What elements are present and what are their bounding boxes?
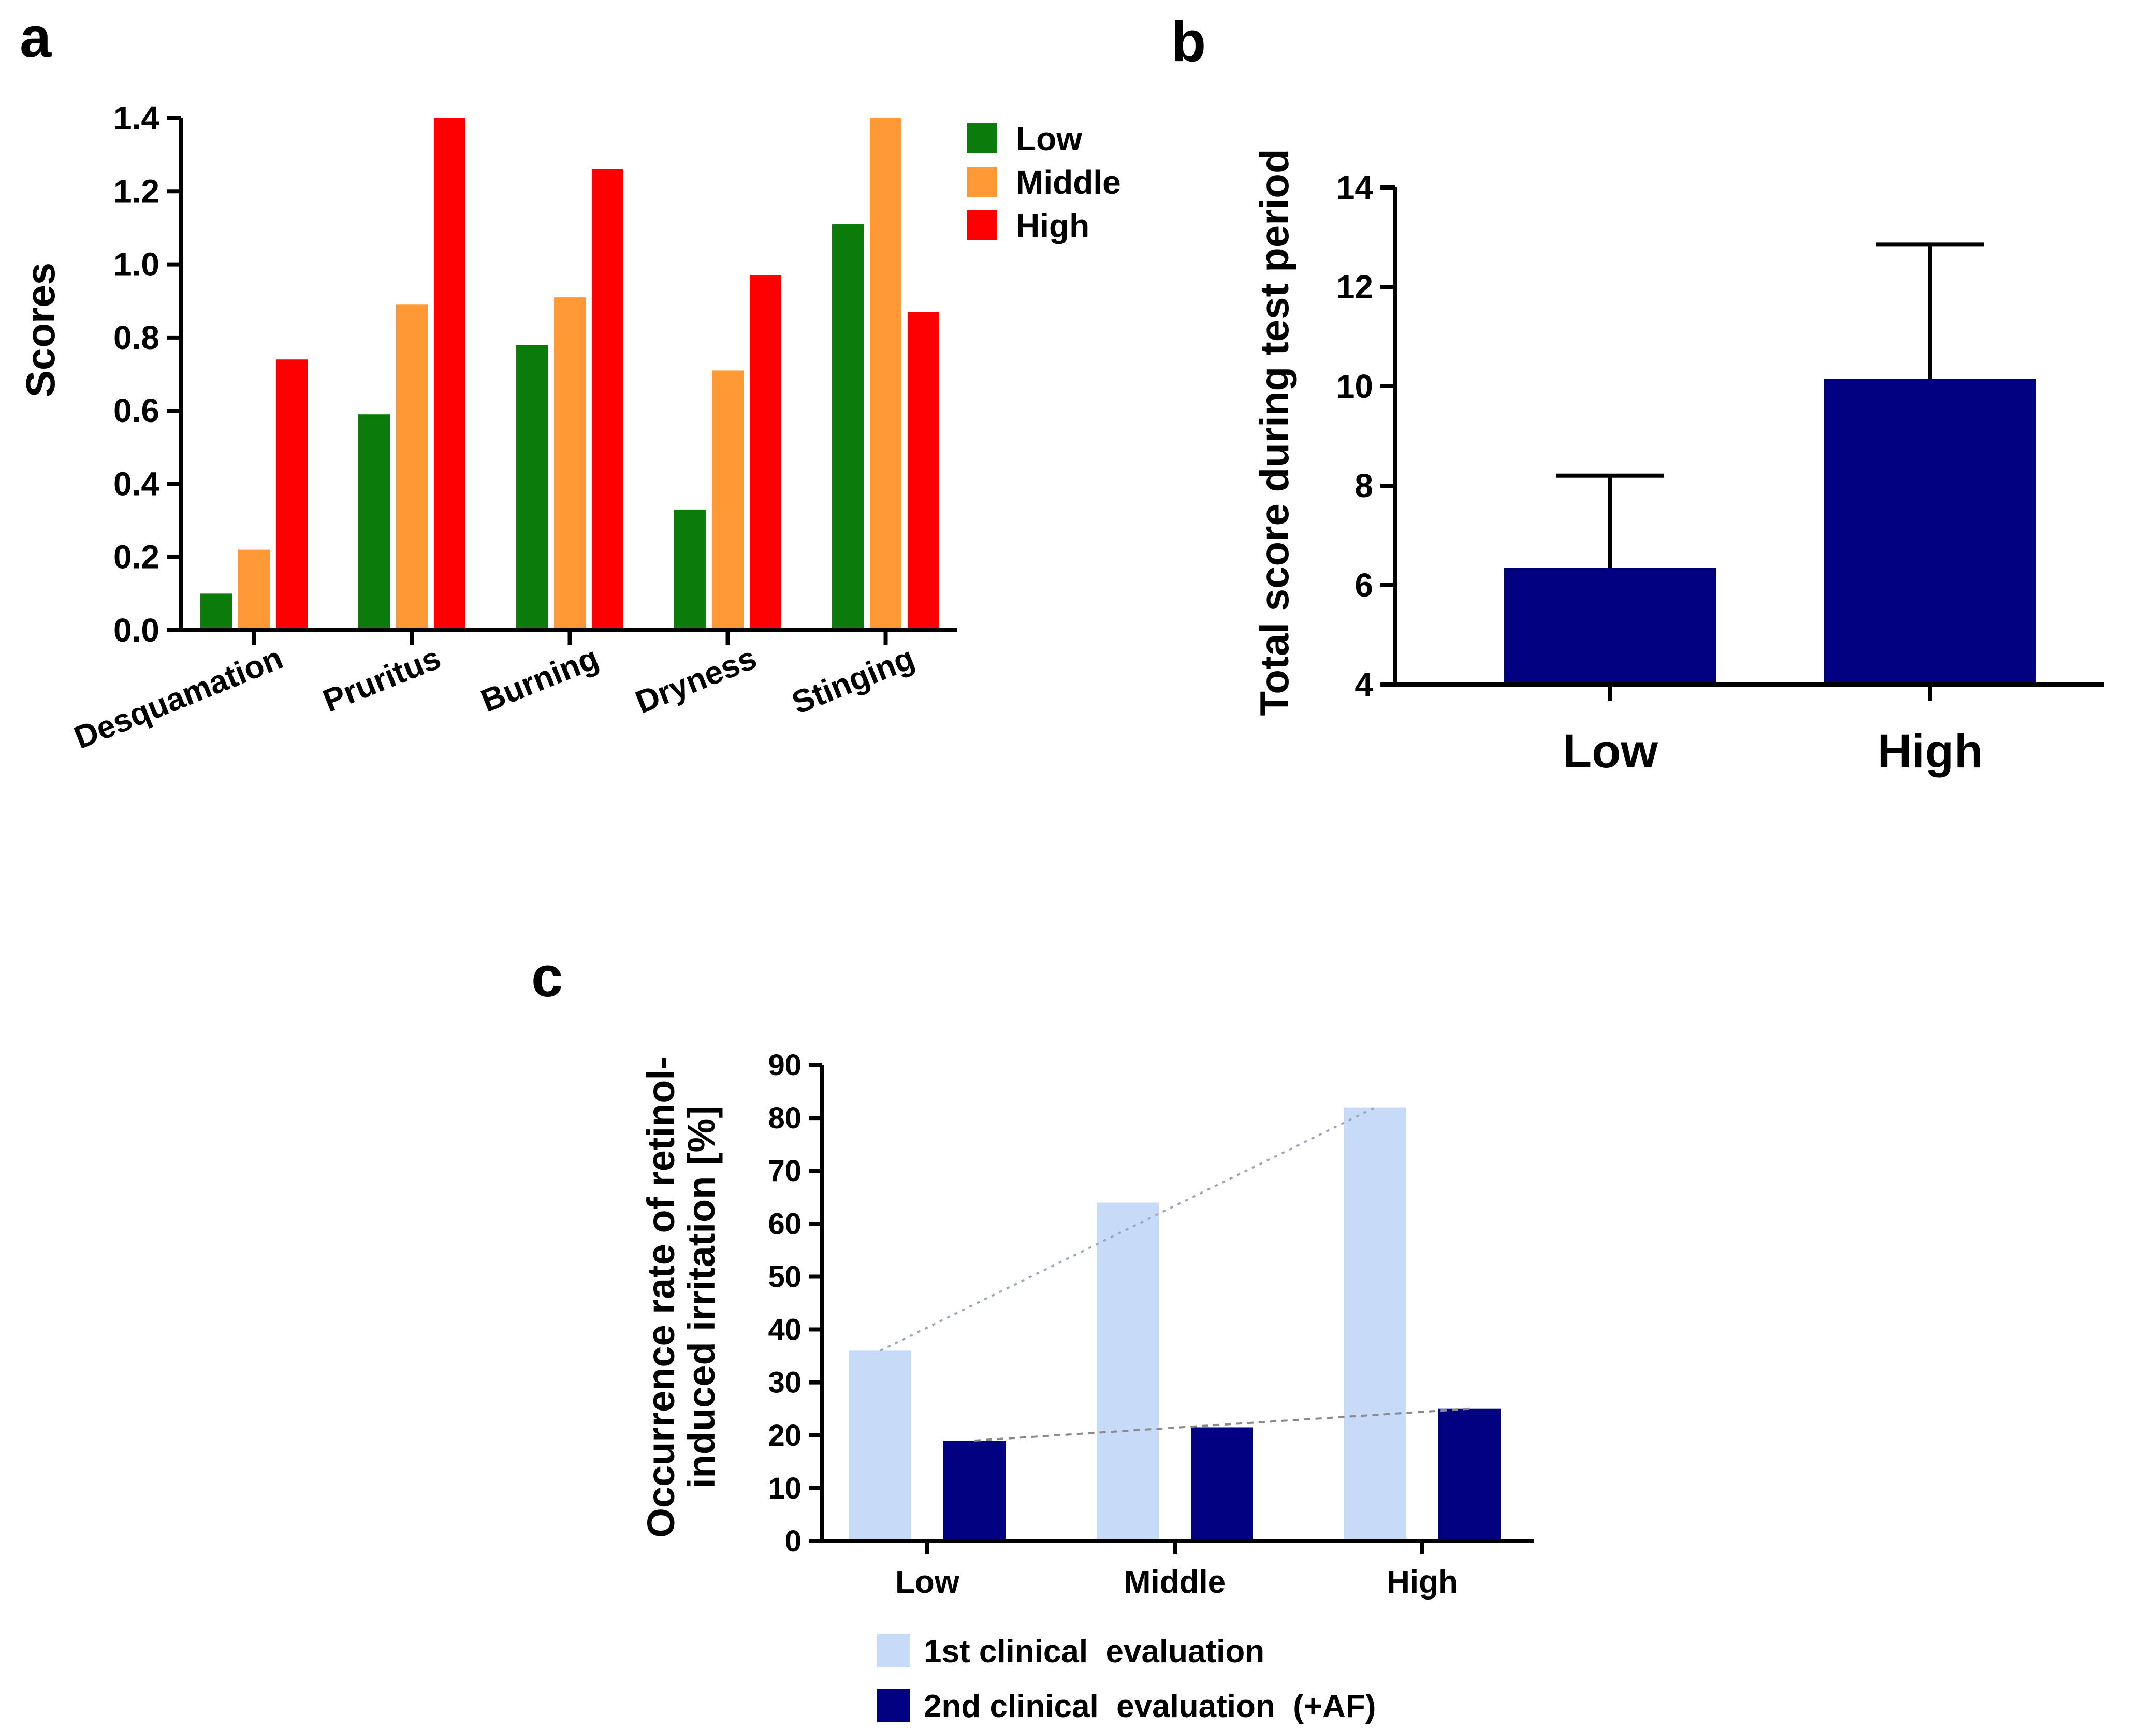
panel-a-legend: Low Middle High xyxy=(967,120,1121,244)
bar-middle-stinging xyxy=(870,118,901,630)
y-tick-label: 90 xyxy=(768,1049,802,1082)
y-tick-label: 60 xyxy=(768,1207,802,1241)
x-tick-label-high: High xyxy=(1877,725,1983,778)
x-tick-label-low: Low xyxy=(895,1564,960,1600)
y-tick-label: 1.4 xyxy=(113,99,159,137)
bar-1st-clinical-evaluation-middle xyxy=(1097,1202,1159,1541)
panel-a-letter: a xyxy=(20,6,52,69)
bar-high-burning xyxy=(592,169,623,630)
bar-low-dryness xyxy=(674,509,706,630)
y-tick-label: 10 xyxy=(1336,368,1373,405)
bar-high-pruritus xyxy=(434,118,465,630)
legend-swatch-low xyxy=(967,123,997,153)
panel-a-ylabel: Scores xyxy=(18,263,63,397)
y-tick-label: 50 xyxy=(768,1260,802,1293)
panel-b-ylabel: Total score during test period xyxy=(1251,149,1297,716)
bar-low-burning xyxy=(516,344,548,630)
legend-swatch-1st-evaluation xyxy=(877,1634,910,1667)
legend-label-low: Low xyxy=(1016,120,1082,157)
x-tick-label-dryness: Dryness xyxy=(631,640,762,721)
legend-swatch-2nd-evaluation xyxy=(877,1689,910,1722)
panel-b-x-ticks: Low High xyxy=(1563,685,1983,778)
y-tick-label: 8 xyxy=(1354,467,1373,504)
panel-c: c Occurrence rate of retinol- induced ir… xyxy=(531,945,1534,1724)
y-tick-label: 1.0 xyxy=(113,246,159,283)
bar-2nd-clinical-evaluation-af-middle xyxy=(1191,1427,1253,1541)
bar-middle-burning xyxy=(554,297,586,630)
x-tick-label-high: High xyxy=(1387,1564,1458,1600)
panel-a-x-ticks: Desquamation Pruritus Burning Dryness Stingi… xyxy=(69,630,920,756)
panel-a-y-ticks: 0.0 0.2 0.4 0.6 0.8 1.0 1.2 1.4 xyxy=(113,99,181,649)
y-tick-label: 0.4 xyxy=(113,465,159,502)
bar-low-stinging xyxy=(832,224,864,631)
x-tick-label-stinging: Stinging xyxy=(787,640,920,721)
panel-c-y-ticks: 0 10 20 30 40 50 60 70 80 90 xyxy=(768,1049,822,1558)
bar-middle-desquamation xyxy=(238,549,270,630)
panel-a-bars xyxy=(200,118,939,631)
legend-swatch-middle xyxy=(967,167,997,197)
trend-line-1st-evaluation xyxy=(880,1106,1376,1352)
bar-middle-dryness xyxy=(712,370,744,630)
bar-high xyxy=(1824,379,2036,685)
panel-c-ylabel-line1: Occurrence rate of retinol- xyxy=(639,1056,682,1537)
panel-b-bars xyxy=(1504,379,2036,685)
bar-high-desquamation xyxy=(276,359,308,630)
bar-1st-clinical-evaluation-low xyxy=(849,1350,911,1541)
bar-high-dryness xyxy=(750,275,781,630)
y-tick-label: 1.2 xyxy=(113,172,159,210)
x-tick-label-low: Low xyxy=(1563,725,1658,778)
x-tick-label-pruritus: Pruritus xyxy=(318,640,445,719)
y-tick-label: 0.2 xyxy=(113,539,159,576)
bar-low xyxy=(1504,568,1716,685)
panel-b-error-bars xyxy=(1556,242,1984,568)
y-tick-label: 0.6 xyxy=(113,392,159,429)
panel-b: b Total score during test period 4 6 8 10 12… xyxy=(1171,10,2104,778)
y-tick-label: 12 xyxy=(1336,268,1373,306)
y-tick-label: 0.8 xyxy=(113,319,159,356)
y-tick-label: 14 xyxy=(1336,169,1374,206)
y-tick-label: 40 xyxy=(768,1313,802,1347)
bar-middle-pruritus xyxy=(396,304,428,630)
bar-1st-clinical-evaluation-high xyxy=(1344,1107,1406,1541)
panel-b-y-ticks: 4 6 8 10 12 14 xyxy=(1336,169,1395,703)
y-tick-label: 20 xyxy=(768,1419,802,1452)
bar-high-stinging xyxy=(908,312,939,630)
panel-c-legend: 1st clinical evaluation 2nd clinical eva… xyxy=(877,1634,1376,1724)
legend-label-2nd-evaluation: 2nd clinical evaluation (+AF) xyxy=(924,1689,1376,1724)
panel-c-x-ticks: Low Middle High xyxy=(895,1541,1458,1600)
bar-low-desquamation xyxy=(200,593,232,630)
y-tick-label: 30 xyxy=(768,1366,802,1400)
panel-c-trend-lines xyxy=(880,1106,1470,1442)
y-tick-label: 80 xyxy=(768,1101,802,1135)
y-tick-label: 70 xyxy=(768,1154,802,1188)
y-tick-label: 4 xyxy=(1354,666,1373,703)
y-tick-label: 0.0 xyxy=(113,612,159,649)
panel-c-ylabel-line2: induced irritation [%] xyxy=(680,1106,723,1489)
bar-2nd-clinical-evaluation-af-high xyxy=(1438,1408,1501,1541)
x-tick-label-desquamation: Desquamation xyxy=(69,640,288,756)
panel-a: a Scores 0.0 0.2 0.4 0.6 0.8 1.0 1.2 1.4 Desqua… xyxy=(18,6,1121,756)
x-tick-label-burning: Burning xyxy=(476,640,604,719)
panel-c-bars xyxy=(849,1107,1501,1541)
y-tick-label: 0 xyxy=(785,1524,802,1558)
panel-c-letter: c xyxy=(531,945,563,1009)
panel-b-letter: b xyxy=(1171,10,1206,74)
bar-2nd-clinical-evaluation-af-low xyxy=(943,1440,1006,1541)
y-tick-label: 6 xyxy=(1354,566,1373,604)
bar-low-pruritus xyxy=(358,414,390,630)
legend-label-middle: Middle xyxy=(1016,164,1121,201)
legend-swatch-high xyxy=(967,210,997,240)
legend-label-1st-evaluation: 1st clinical evaluation xyxy=(924,1634,1264,1669)
legend-label-high: High xyxy=(1016,207,1089,244)
y-tick-label: 10 xyxy=(768,1472,802,1505)
x-tick-label-middle: Middle xyxy=(1124,1564,1226,1600)
trend-line-2nd-evaluation xyxy=(974,1407,1470,1442)
